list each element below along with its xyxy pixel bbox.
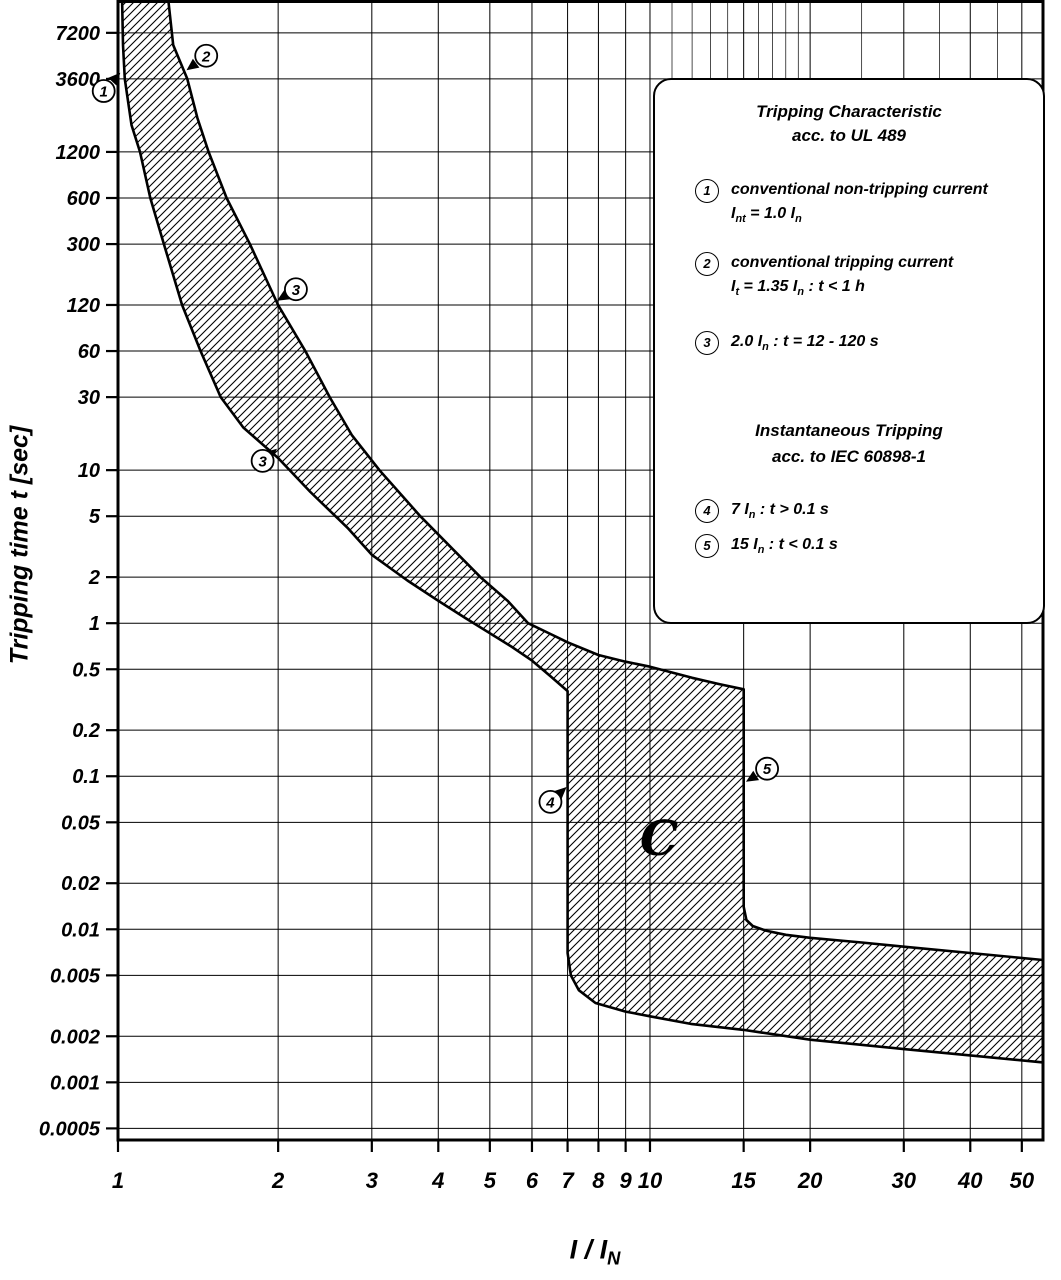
legend-subtitle: Instantaneous Tripping acc. to IEC 60898… xyxy=(655,418,1043,470)
annotation-circle-4 xyxy=(538,789,563,814)
legend-box: Tripping Characteristic acc. to UL 489 1… xyxy=(653,78,1045,624)
legend-item-4-badge: 4 xyxy=(695,498,719,523)
y-tick-label: 2 xyxy=(88,567,100,589)
x-tick-label: 5 xyxy=(484,1168,497,1193)
x-tick-label: 6 xyxy=(526,1168,539,1193)
annotation-number-3: 3 xyxy=(292,282,301,299)
y-tick-label: 0.005 xyxy=(50,965,101,987)
y-tick-label: 0.01 xyxy=(61,919,100,941)
annotation-circle-3 xyxy=(250,448,275,473)
legend-subtitle-line1: Instantaneous Tripping xyxy=(755,420,943,440)
y-tick-label: 0.02 xyxy=(61,873,100,895)
legend-item-3-badge: 3 xyxy=(695,331,719,356)
legend-item-3: 3 2.0 In : t = 12 - 120 s xyxy=(655,330,1043,359)
x-tick-label: 4 xyxy=(431,1168,444,1193)
y-axis-title: Tripping time t [sec] xyxy=(5,425,34,665)
x-tick-label: 8 xyxy=(592,1168,605,1193)
y-tick-label: 30 xyxy=(78,387,100,409)
annotation-number-3: 3 xyxy=(258,453,267,470)
max-trip-curve xyxy=(167,0,1044,962)
x-tick-label: 20 xyxy=(797,1168,823,1193)
legend-item-2-text: conventional tripping current It = 1.35 … xyxy=(731,254,954,299)
y-tick-label: 0.002 xyxy=(50,1026,100,1048)
y-tick-label: 120 xyxy=(67,295,100,317)
legend-item-5: 5 15 In : t < 0.1 s xyxy=(655,533,1043,562)
annotation-arrow-4 xyxy=(554,787,567,800)
annotation-arrow-2 xyxy=(186,58,200,71)
y-tick-label: 0.5 xyxy=(72,659,101,681)
y-tick-label: 7200 xyxy=(56,23,101,45)
x-tick-label: 10 xyxy=(638,1168,663,1193)
y-tick-label: 0.2 xyxy=(72,720,100,742)
x-tick-label: 3 xyxy=(366,1168,378,1193)
legend-item-5-text: 15 In : t < 0.1 s xyxy=(731,535,838,556)
y-tick-label: 300 xyxy=(67,234,100,256)
legend-item-3-text: 2.0 In : t = 12 - 120 s xyxy=(731,333,879,354)
legend-item-2-badge: 2 xyxy=(695,252,719,277)
x-axis-title: I / IN xyxy=(569,1234,621,1269)
legend-title-line1: Tripping Characteristic xyxy=(756,102,942,121)
legend-item-4-text: 7 In : t > 0.1 s xyxy=(731,500,829,521)
tolerance-band xyxy=(122,0,1044,1063)
annotation-number-2: 2 xyxy=(201,48,211,65)
x-tick-label: 2 xyxy=(271,1168,285,1193)
annotation-circle-1 xyxy=(91,79,116,103)
x-tick-label: 30 xyxy=(892,1168,917,1193)
annotation-arrow-3 xyxy=(276,289,291,301)
annotation-arrow-5 xyxy=(745,770,760,782)
legend-subtitle-line2: acc. to IEC 60898-1 xyxy=(771,446,927,466)
legend-item-4: 4 7 In : t > 0.1 s xyxy=(655,498,1043,527)
annotation-number-5: 5 xyxy=(763,761,772,778)
legend-title: Tripping Characteristic acc. to UL 489 xyxy=(655,100,1043,148)
annotation-circle-5 xyxy=(755,756,779,781)
x-tick-label: 40 xyxy=(957,1168,983,1193)
annotation-number-4: 4 xyxy=(545,794,555,811)
legend-item-2: 2 conventional tripping current It = 1.3… xyxy=(655,251,1043,304)
y-tick-label: 1200 xyxy=(56,142,101,164)
x-tick-label: 7 xyxy=(561,1168,575,1193)
y-tick-label: 600 xyxy=(67,188,100,210)
y-tick-label: 0.001 xyxy=(50,1072,100,1094)
x-tick-label: 50 xyxy=(1010,1168,1035,1193)
legend-item-5-badge: 5 xyxy=(695,533,719,558)
annotation-circle-3 xyxy=(284,277,308,302)
annotation-arrow-1 xyxy=(108,72,121,86)
y-tick-label: 5 xyxy=(89,506,101,528)
legend-item-1: 1 conventional non-tripping current Int … xyxy=(655,178,1043,231)
legend-item-1-text: conventional non-tripping current Int = … xyxy=(731,181,988,226)
y-tick-label: 3600 xyxy=(56,69,101,91)
legend-item-1-badge: 1 xyxy=(695,179,719,203)
y-tick-label: 0.05 xyxy=(61,812,101,834)
x-tick-label: 1 xyxy=(112,1168,124,1193)
legend-title-line2: acc. to UL 489 xyxy=(791,126,907,145)
y-tick-label: 0.0005 xyxy=(39,1118,101,1140)
y-tick-label: 60 xyxy=(78,341,100,363)
annotation-circle-2 xyxy=(194,43,219,68)
x-tick-label: 15 xyxy=(731,1168,756,1193)
y-tick-label: 1 xyxy=(89,613,100,635)
min-trip-curve xyxy=(120,0,1044,1064)
x-tick-label: 9 xyxy=(620,1168,633,1193)
region-label-c: C xyxy=(640,811,678,867)
y-tick-label: 10 xyxy=(78,460,100,482)
y-tick-label: 0.1 xyxy=(72,766,100,788)
annotation-number-1: 1 xyxy=(100,84,108,101)
